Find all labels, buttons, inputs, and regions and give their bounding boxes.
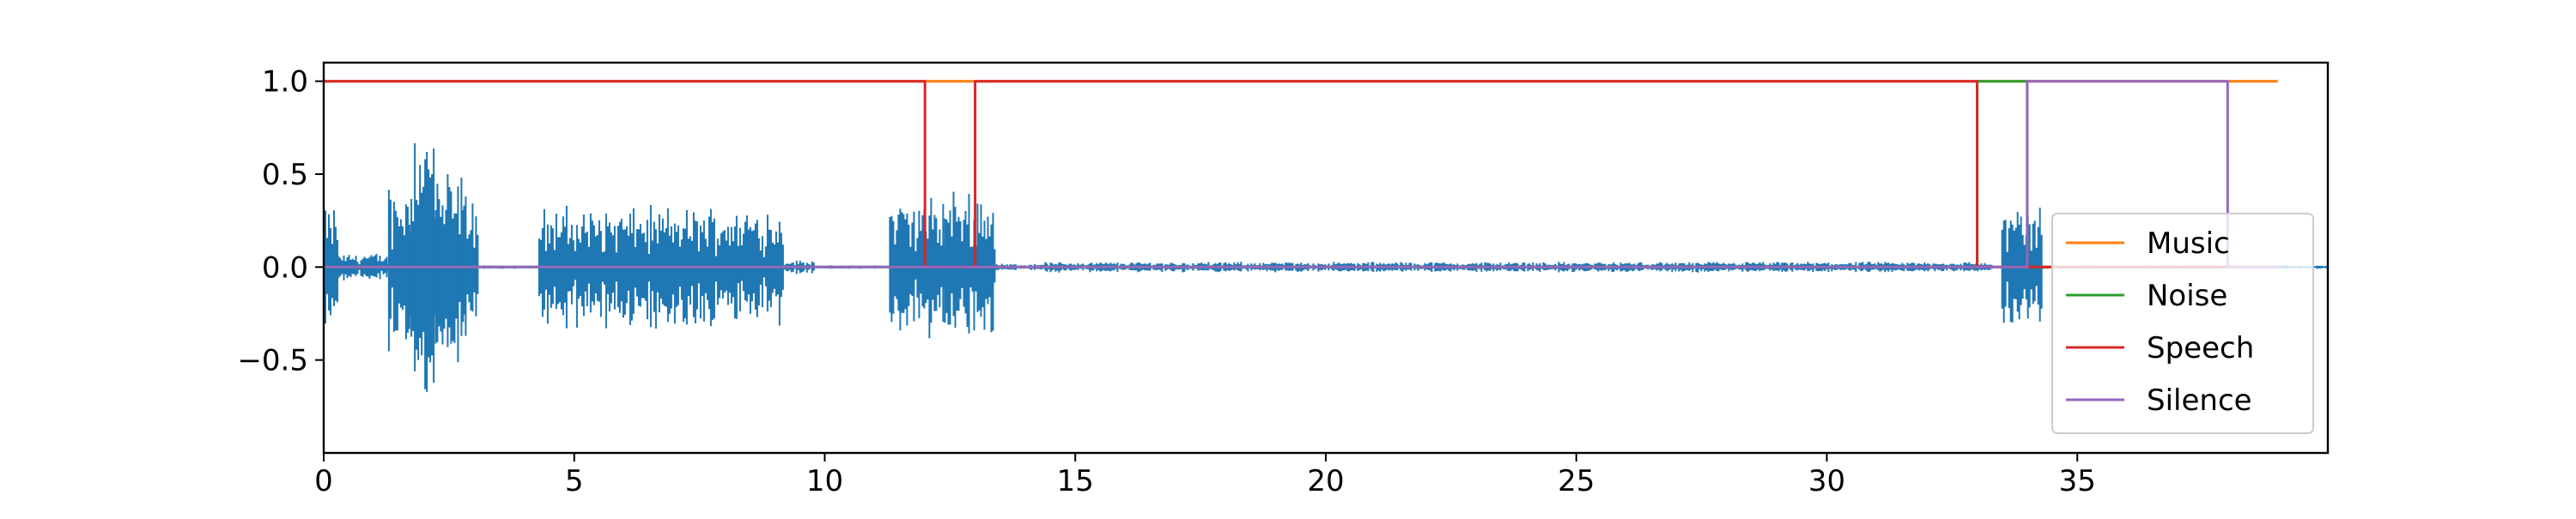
y-tick-label: −0.5 — [237, 344, 308, 378]
x-tick-label: 20 — [1307, 464, 1344, 498]
legend-label-silence: Silence — [2147, 383, 2252, 418]
legend-label-music: Music — [2147, 226, 2230, 261]
x-tick-label: 25 — [1558, 464, 1595, 498]
legend-label-noise: Noise — [2147, 279, 2227, 313]
y-tick-label: 1.0 — [262, 65, 308, 100]
x-tick-label: 15 — [1057, 464, 1094, 498]
x-tick-label: 30 — [1808, 464, 1845, 498]
y-tick-label: 0.0 — [262, 250, 308, 285]
x-tick-label: 0 — [314, 464, 333, 498]
legend: Music Noise Speech Silence — [2052, 214, 2313, 433]
legend-label-speech: Speech — [2147, 331, 2254, 365]
x-tick-label: 10 — [806, 464, 843, 498]
y-tick-label: 0.5 — [262, 158, 308, 192]
x-tick-label: 5 — [565, 464, 584, 498]
x-tick-label: 35 — [2059, 464, 2096, 498]
